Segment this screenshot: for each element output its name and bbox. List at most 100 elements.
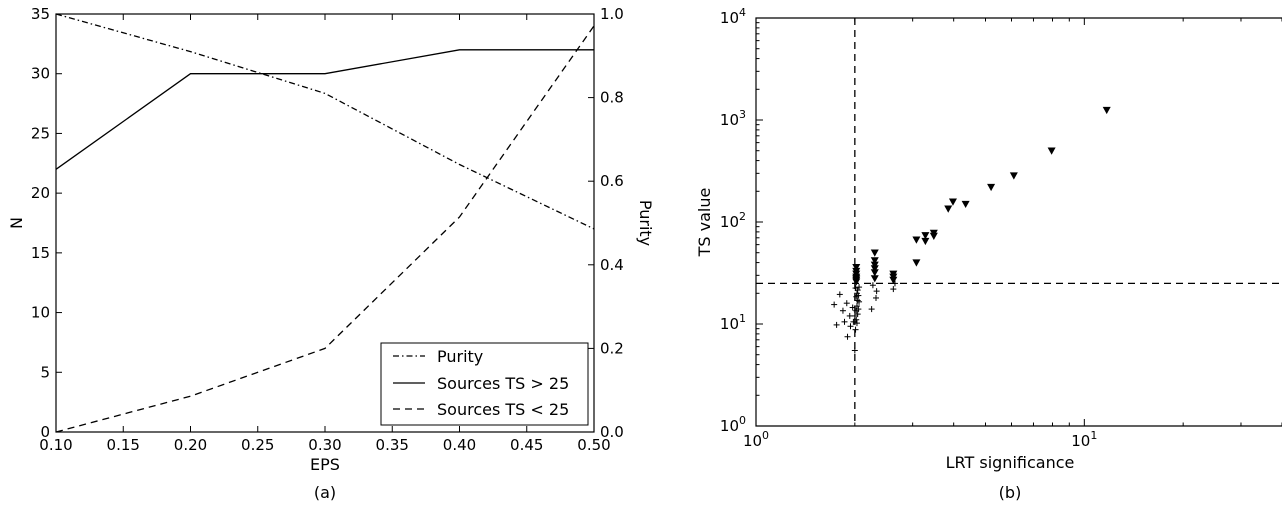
y-tick-label: 100 bbox=[720, 414, 746, 435]
panel-a-legend: Purity Sources TS > 25 Sources TS < 25 bbox=[380, 342, 589, 426]
x-tick-label: 0.25 bbox=[241, 436, 274, 454]
triangle-point bbox=[929, 232, 938, 240]
plus-point bbox=[855, 306, 862, 313]
plus-point bbox=[836, 291, 843, 298]
y2-tick-label: 0.6 bbox=[600, 172, 624, 190]
plus-point bbox=[852, 326, 859, 333]
plus-point bbox=[844, 333, 851, 340]
x-tick-label: 0.20 bbox=[174, 436, 207, 454]
plus-point bbox=[854, 297, 861, 304]
plus-point bbox=[854, 287, 861, 294]
panel-a-series-layer bbox=[55, 13, 595, 433]
plus-point bbox=[873, 288, 880, 295]
panel-b-x-label: LRT significance bbox=[946, 453, 1075, 472]
plus-point bbox=[849, 304, 856, 311]
y-tick-label: 102 bbox=[720, 210, 746, 231]
triangle-point bbox=[870, 265, 879, 273]
panel-b-frame bbox=[755, 17, 1282, 427]
triangle-point bbox=[912, 236, 921, 244]
legend-box bbox=[380, 342, 589, 426]
plus-point bbox=[853, 303, 860, 310]
triangle-point bbox=[889, 276, 898, 285]
triangle-point bbox=[852, 278, 861, 286]
y2-tick-label: 0.4 bbox=[600, 256, 624, 274]
triangle-point bbox=[870, 249, 879, 257]
panel-b-y-ticks: 100 101 102 103 104 bbox=[720, 6, 763, 435]
plus-point bbox=[872, 294, 879, 301]
y2-tick-label: 0.2 bbox=[600, 339, 624, 357]
plus-point bbox=[856, 284, 863, 291]
y-tick-label: 101 bbox=[720, 312, 746, 333]
triangle-point bbox=[987, 183, 996, 192]
triangle-point bbox=[944, 205, 953, 213]
y-tick-label: 5 bbox=[40, 363, 50, 381]
x-tick-label: 0.30 bbox=[308, 436, 341, 454]
triangle-point bbox=[1047, 147, 1056, 155]
plus-point bbox=[868, 306, 875, 313]
panel-a-y2-ticks: 0.0 0.2 0.4 0.6 0.8 1.0 bbox=[588, 5, 624, 441]
plus-point bbox=[847, 323, 854, 330]
y2-tick-label: 0.0 bbox=[600, 423, 624, 441]
plus-point bbox=[851, 347, 858, 354]
panel-a-caption: (a) bbox=[314, 483, 336, 502]
series-line-sources-ts-25 bbox=[55, 25, 595, 433]
triangle-point bbox=[852, 264, 861, 272]
y-tick-label: 25 bbox=[31, 124, 50, 142]
panel-b-y-label: TS value bbox=[695, 188, 714, 258]
legend-label-ts-above: Sources TS > 25 bbox=[437, 374, 569, 393]
triangle-point bbox=[921, 232, 930, 240]
panel-a-x-ticks: 0.10 0.15 0.20 0.25 0.30 0.35 0.40 0.45 0.50 bbox=[39, 14, 611, 454]
plus-point bbox=[841, 318, 848, 325]
x-tick-label: 100 bbox=[743, 429, 769, 450]
panel-b-x-ticks: 100 101 bbox=[743, 18, 1282, 450]
triangle-point bbox=[1009, 172, 1018, 180]
y-tick-label: 103 bbox=[720, 108, 746, 129]
y-tick-label: 15 bbox=[31, 244, 50, 262]
x-tick-label: 0.45 bbox=[510, 436, 543, 454]
plus-point bbox=[839, 307, 846, 314]
triangle-point bbox=[1102, 106, 1111, 115]
triangle-point bbox=[870, 261, 879, 269]
series-line-sources-ts-25 bbox=[55, 49, 594, 170]
panel-b-points-layer bbox=[831, 106, 1111, 354]
y-tick-label: 20 bbox=[31, 184, 50, 202]
y-tick-label: 35 bbox=[31, 5, 50, 23]
plus-point bbox=[855, 292, 862, 299]
panel-a-y-ticks: 0 5 10 15 20 25 30 35 bbox=[31, 5, 62, 441]
plus-point bbox=[853, 320, 860, 327]
y2-tick-label: 1.0 bbox=[600, 5, 624, 23]
triangle-point bbox=[921, 237, 930, 246]
panel-b-caption: (b) bbox=[999, 483, 1022, 502]
panel-b-reference-lines bbox=[756, 18, 1282, 426]
triangle-point bbox=[870, 257, 879, 265]
y-tick-label: 30 bbox=[31, 65, 50, 83]
y-tick-label: 0 bbox=[40, 423, 50, 441]
plus-point bbox=[890, 286, 897, 293]
x-tick-label: 101 bbox=[1071, 429, 1097, 450]
legend-label-ts-below: Sources TS < 25 bbox=[437, 400, 569, 419]
plus-point bbox=[853, 316, 860, 323]
plus-point bbox=[833, 321, 840, 328]
panel-a: 0.10 0.15 0.20 0.25 0.30 0.35 0.40 0.45 0.50 0 5 1… bbox=[7, 5, 655, 502]
x-tick-label: 0.15 bbox=[107, 436, 140, 454]
triangle-point bbox=[870, 275, 879, 283]
plus-point bbox=[831, 301, 838, 308]
x-tick-label: 0.40 bbox=[443, 436, 476, 454]
panel-a-y-label: N bbox=[7, 217, 26, 229]
panel-a-x-label: EPS bbox=[310, 455, 340, 474]
panel-a-y2-label: Purity bbox=[636, 200, 655, 246]
x-tick-label: 0.35 bbox=[376, 436, 409, 454]
x-tick-label: 0.10 bbox=[39, 436, 72, 454]
y-tick-label: 104 bbox=[720, 6, 746, 27]
plus-point bbox=[843, 300, 850, 307]
x-tick-label: 0.50 bbox=[577, 436, 610, 454]
plus-point bbox=[856, 298, 863, 305]
triangle-point bbox=[912, 259, 921, 267]
series-line-purity bbox=[55, 13, 595, 230]
triangle-point bbox=[948, 198, 957, 206]
triangle-point bbox=[870, 269, 879, 277]
plus-point bbox=[869, 282, 876, 289]
y2-tick-label: 0.8 bbox=[600, 89, 624, 107]
